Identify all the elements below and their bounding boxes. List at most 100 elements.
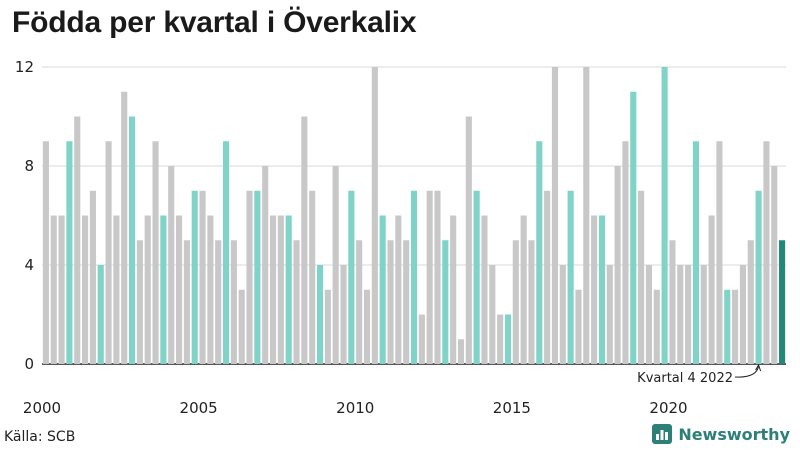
bar bbox=[442, 240, 449, 364]
annotation-label: Kvartal 4 2022 bbox=[637, 371, 733, 386]
source-note: Källa: SCB bbox=[4, 429, 76, 445]
x-tick-label: 2000 bbox=[23, 399, 61, 417]
bar bbox=[771, 166, 778, 364]
bar bbox=[269, 215, 277, 364]
brand-name: Newsworthy bbox=[678, 424, 790, 444]
bar bbox=[50, 215, 57, 364]
bar bbox=[332, 166, 339, 364]
bar bbox=[434, 190, 441, 364]
bar bbox=[324, 289, 331, 364]
bar bbox=[583, 67, 590, 364]
bar bbox=[591, 215, 598, 364]
bar bbox=[222, 141, 230, 364]
bar bbox=[348, 190, 355, 364]
chart-logo-icon bbox=[652, 424, 673, 444]
bar bbox=[395, 215, 402, 364]
bar bbox=[669, 240, 676, 364]
bar bbox=[559, 265, 566, 364]
page-title: Födda per kvartal i Överkalix bbox=[12, 6, 417, 39]
bar bbox=[191, 190, 198, 364]
bar bbox=[215, 240, 222, 364]
annotation-arrowhead bbox=[755, 363, 762, 372]
bar bbox=[363, 289, 371, 364]
bar bbox=[129, 116, 136, 364]
bar bbox=[230, 240, 237, 364]
bar bbox=[340, 265, 347, 364]
bar bbox=[497, 314, 504, 364]
bar bbox=[638, 190, 645, 364]
bar bbox=[645, 265, 653, 364]
bar bbox=[504, 314, 512, 364]
y-tick-label: 4 bbox=[24, 256, 34, 274]
bar bbox=[254, 190, 261, 364]
y-axis-ticks: 0 4 8 12 bbox=[15, 58, 34, 373]
bar bbox=[262, 166, 269, 364]
bar bbox=[207, 215, 214, 364]
bar bbox=[316, 265, 324, 364]
bar bbox=[763, 141, 770, 364]
x-axis-ticks: 2000 2005 2010 2015 2020 bbox=[23, 399, 688, 417]
bar bbox=[575, 289, 582, 364]
bar bbox=[630, 91, 637, 364]
bar bbox=[183, 240, 190, 364]
bar bbox=[121, 91, 128, 364]
bar bbox=[285, 215, 292, 364]
bar bbox=[309, 190, 316, 364]
bar bbox=[536, 141, 543, 364]
bar bbox=[779, 240, 786, 364]
bar bbox=[465, 116, 472, 364]
bar bbox=[481, 215, 488, 364]
bar bbox=[450, 215, 457, 364]
bar bbox=[152, 141, 159, 364]
y-tick-label: 0 bbox=[24, 355, 34, 373]
bar bbox=[685, 265, 692, 364]
bar bbox=[136, 240, 143, 364]
bar bbox=[293, 240, 300, 364]
bar bbox=[520, 215, 527, 364]
bar bbox=[356, 240, 363, 364]
bar bbox=[66, 141, 73, 364]
annotation-arrow bbox=[734, 365, 760, 378]
bar bbox=[653, 289, 660, 364]
bar bbox=[168, 166, 175, 364]
bar bbox=[379, 215, 386, 364]
bar bbox=[113, 215, 120, 364]
bar bbox=[755, 190, 762, 364]
bar bbox=[747, 240, 754, 364]
bar bbox=[489, 265, 496, 364]
bar bbox=[371, 67, 378, 364]
bar bbox=[622, 141, 629, 364]
bar bbox=[716, 141, 723, 364]
bar bbox=[97, 265, 104, 364]
bar bbox=[105, 141, 112, 364]
bar bbox=[551, 67, 559, 364]
bar bbox=[692, 141, 699, 364]
bar bbox=[739, 265, 746, 364]
bar bbox=[598, 215, 606, 364]
bar bbox=[74, 116, 81, 364]
bar bbox=[42, 141, 49, 364]
bar bbox=[144, 215, 151, 364]
y-tick-label: 12 bbox=[15, 58, 34, 76]
bar bbox=[567, 190, 574, 364]
bar bbox=[410, 190, 418, 364]
bar bbox=[426, 190, 433, 364]
bar bbox=[528, 240, 535, 364]
brand-logo: Newsworthy bbox=[652, 424, 790, 444]
x-tick-label: 2010 bbox=[336, 399, 374, 417]
bar bbox=[58, 215, 65, 364]
bars bbox=[42, 67, 786, 364]
bar bbox=[457, 339, 465, 364]
bar bbox=[160, 215, 167, 364]
x-tick-label: 2005 bbox=[180, 399, 218, 417]
bar bbox=[708, 215, 715, 364]
bar bbox=[512, 240, 519, 364]
bar bbox=[246, 190, 253, 364]
bar bbox=[238, 289, 245, 364]
bar bbox=[82, 215, 89, 364]
bar bbox=[661, 67, 668, 364]
x-tick-label: 2015 bbox=[493, 399, 531, 417]
bar bbox=[732, 289, 739, 364]
bar bbox=[418, 314, 425, 364]
x-tick-label: 2020 bbox=[649, 399, 687, 417]
